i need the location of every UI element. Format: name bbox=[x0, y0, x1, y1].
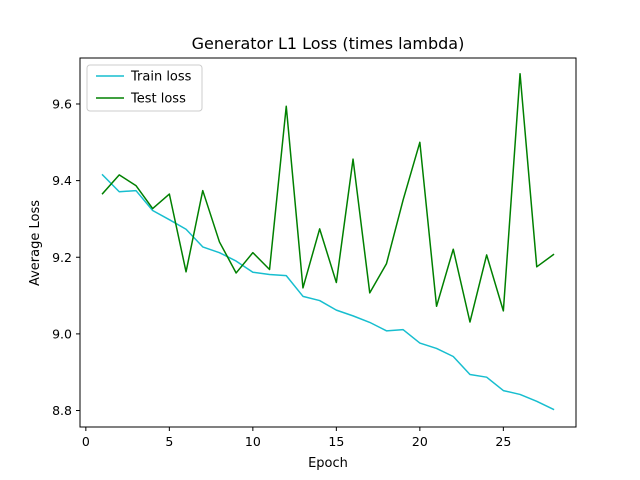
y-tick-label: 9.6 bbox=[52, 96, 72, 111]
chart-title: Generator L1 Loss (times lambda) bbox=[192, 34, 465, 53]
y-tick-label: 8.8 bbox=[52, 403, 72, 418]
x-tick-label: 5 bbox=[165, 434, 173, 449]
series-line-train-loss bbox=[101, 173, 555, 411]
x-tick-label: 20 bbox=[412, 434, 428, 449]
x-axis-label: Epoch bbox=[308, 456, 348, 471]
y-tick-label: 9.2 bbox=[52, 250, 72, 265]
legend-label: Test loss bbox=[130, 92, 186, 107]
legend-label: Train loss bbox=[130, 70, 192, 85]
x-tick-label: 15 bbox=[328, 434, 344, 449]
series-lines bbox=[101, 72, 555, 411]
y-tick-label: 9.0 bbox=[52, 326, 72, 341]
y-axis-label: Average Loss bbox=[28, 200, 43, 286]
y-tick-label: 9.4 bbox=[52, 173, 72, 188]
chart-legend: Train loss Test loss bbox=[86, 64, 203, 112]
axis-ticks: 0 5 10 15 20 25 8.8 9.0 9.2 9.4 9.6 bbox=[52, 96, 511, 449]
x-tick-label: 25 bbox=[495, 434, 511, 449]
series-line-test-loss bbox=[101, 72, 555, 323]
plot-area-frame bbox=[79, 57, 577, 428]
x-tick-label: 10 bbox=[245, 434, 261, 449]
x-tick-label: 0 bbox=[82, 434, 90, 449]
